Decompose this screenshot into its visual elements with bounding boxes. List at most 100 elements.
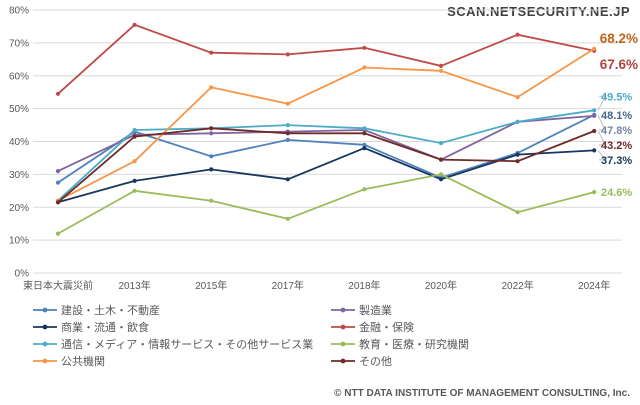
data-point xyxy=(438,157,444,162)
data-point xyxy=(209,131,214,136)
data-point xyxy=(515,119,520,124)
legend-label: 商業・流通・飲食 xyxy=(61,322,149,334)
legend-marker-icon xyxy=(331,307,355,313)
y-tick-label: 70% xyxy=(9,38,29,49)
legend-label: 通信・メディア・情報サービス・その他サービス業 xyxy=(61,339,314,351)
label-leader-line xyxy=(597,130,607,146)
data-point xyxy=(592,128,597,134)
data-point xyxy=(515,159,520,164)
data-point xyxy=(592,46,597,51)
legend-marker-icon xyxy=(33,307,57,313)
legend-label: その他 xyxy=(359,356,392,368)
label-leader-line xyxy=(597,150,607,161)
end-value-label: 49.5% xyxy=(601,91,632,103)
data-point xyxy=(132,188,137,193)
y-tick-label: 50% xyxy=(9,104,29,115)
data-point xyxy=(209,126,214,131)
data-point xyxy=(362,187,367,192)
data-point xyxy=(438,68,444,73)
series-line xyxy=(57,127,595,203)
y-tick-label: 80% xyxy=(9,6,29,17)
legend-marker-icon xyxy=(331,324,355,330)
y-tick-label: 10% xyxy=(9,236,29,247)
data-point xyxy=(55,200,61,205)
series-line xyxy=(57,109,595,202)
data-point xyxy=(362,65,367,70)
x-tick-label: 2013年 xyxy=(118,279,150,292)
series-line xyxy=(57,48,595,202)
data-point xyxy=(438,177,444,182)
chart-legend: 建設・土木・不動産 製造業商業・流通・飲食 金融・保険通信・メディア・情報サービス・… xyxy=(32,303,617,368)
y-tick-label: 30% xyxy=(9,170,29,181)
end-value-label: 37.3% xyxy=(601,155,632,167)
series-line xyxy=(57,114,595,184)
data-point xyxy=(515,95,520,100)
end-value-label: 68.2% xyxy=(600,31,638,46)
legend-item: 金融・保険 xyxy=(330,320,617,334)
legend-item: 商業・流通・飲食 xyxy=(32,320,328,334)
data-point xyxy=(209,85,214,90)
data-point xyxy=(209,167,214,172)
legend-marker-icon xyxy=(331,358,355,364)
data-point xyxy=(209,154,214,159)
legend-item: 通信・メディア・情報サービス・その他サービス業 xyxy=(32,337,328,351)
data-point xyxy=(132,127,137,133)
data-point xyxy=(362,131,367,136)
data-point xyxy=(362,126,367,131)
data-point xyxy=(285,137,290,142)
data-point xyxy=(592,148,597,153)
label-leader-line xyxy=(597,95,607,111)
series-line xyxy=(57,147,595,204)
legend-label: 製造業 xyxy=(359,305,392,317)
y-tick-label: 20% xyxy=(9,203,29,214)
data-point xyxy=(132,178,137,183)
data-point xyxy=(438,63,444,68)
data-point xyxy=(362,146,367,151)
legend-label: 金融・保険 xyxy=(359,322,414,334)
end-value-label: 47.8% xyxy=(601,125,632,137)
x-tick-label: 2018年 xyxy=(348,279,380,292)
data-point xyxy=(592,113,597,118)
legend-label: 建設・土木・不動産 xyxy=(61,305,160,317)
data-point xyxy=(592,108,597,113)
data-point xyxy=(55,91,61,96)
series-line xyxy=(57,173,595,235)
legend-marker-icon xyxy=(33,324,57,330)
y-tick-label: 60% xyxy=(9,71,29,82)
data-point xyxy=(285,123,290,128)
data-point xyxy=(362,142,367,147)
x-tick-label: 東日本大震災前 xyxy=(23,279,93,292)
end-value-label: 24.6% xyxy=(601,187,632,199)
y-tick-label: 40% xyxy=(9,137,29,148)
x-tick-label: 2015年 xyxy=(195,279,227,292)
data-point xyxy=(285,52,290,57)
y-tick-label: 0% xyxy=(15,269,30,280)
data-point xyxy=(285,131,290,136)
data-point xyxy=(55,169,61,174)
data-point xyxy=(132,22,137,27)
label-leader-line xyxy=(597,115,607,131)
data-point xyxy=(132,134,137,139)
legend-label: 公共機関 xyxy=(61,356,105,368)
copyright-footer: © NTT DATA INSTITUTE OF MANAGEMENT CONSU… xyxy=(334,388,630,399)
legend-item: 教育・医療・研究機関 xyxy=(330,337,617,351)
x-tick-label: 2017年 xyxy=(272,279,304,292)
x-tick-label: 2022年 xyxy=(501,279,533,292)
data-point xyxy=(55,180,61,185)
data-point xyxy=(209,198,214,203)
legend-item: 公共機関 xyxy=(32,354,328,368)
data-point xyxy=(515,210,520,215)
line-chart: 0% 10% 20% 30% 40% 50% 60% 70% 80% 東日本大震災前 2013年 20… xyxy=(9,6,638,293)
data-point xyxy=(438,172,444,177)
data-point xyxy=(55,231,61,236)
legend-item: 製造業 xyxy=(330,303,617,317)
legend-marker-icon xyxy=(33,341,57,347)
data-point xyxy=(362,45,367,50)
data-point xyxy=(285,177,290,182)
legend-marker-icon xyxy=(33,358,57,364)
data-point xyxy=(515,152,520,157)
legend-item: 建設・土木・不動産 xyxy=(32,303,328,317)
data-point xyxy=(285,216,290,221)
end-value-label: 43.2% xyxy=(601,140,632,152)
